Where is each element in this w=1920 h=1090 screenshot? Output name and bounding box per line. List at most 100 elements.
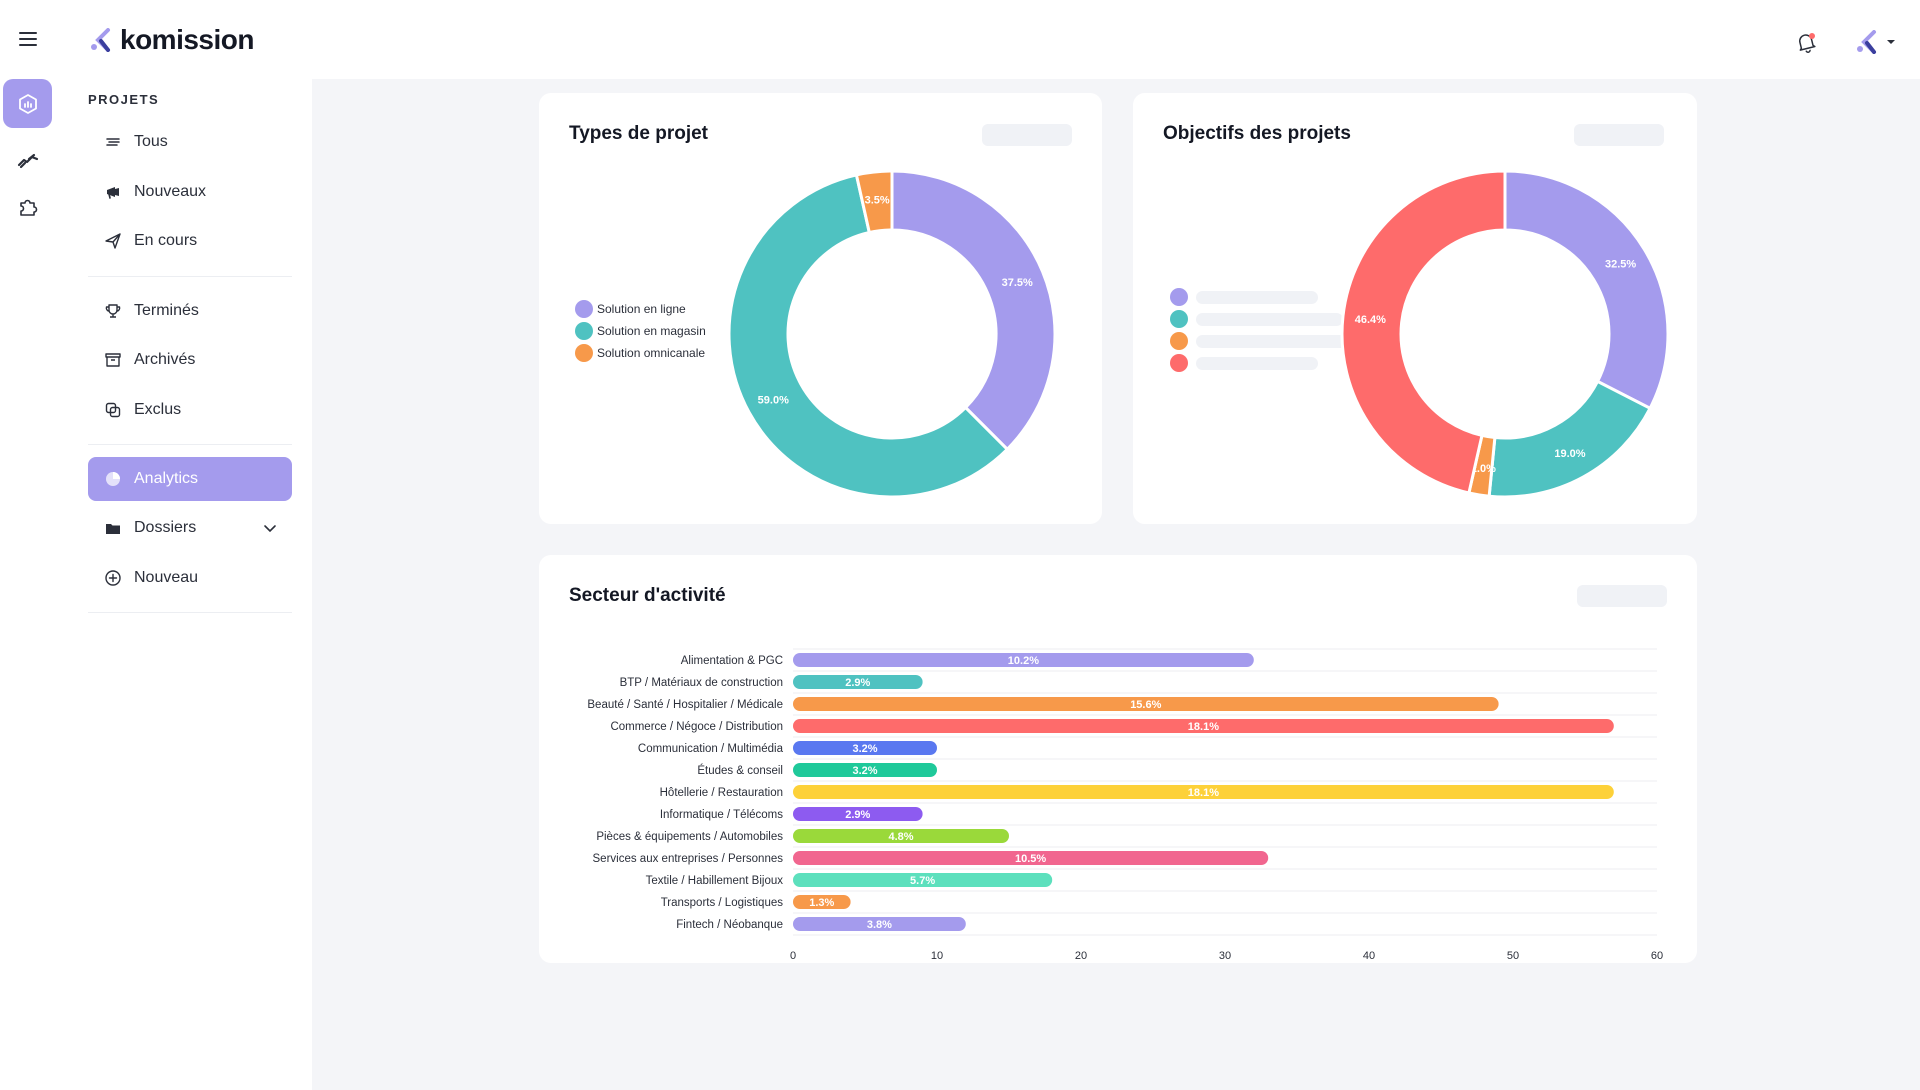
x-tick-label: 10	[931, 950, 943, 962]
legend-item[interactable]	[1170, 288, 1318, 306]
sidebar-item-tous[interactable]: Tous	[88, 120, 292, 164]
category-label: Commerce / Négoce / Distribution	[610, 721, 783, 733]
donut-slice[interactable]	[1487, 379, 1653, 499]
bar[interactable]	[793, 873, 1053, 887]
category-label: Beauté / Santé / Hospitalier / Médicale	[587, 699, 783, 711]
category-label: Études & conseil	[697, 764, 783, 777]
period-filter-button[interactable]	[1574, 124, 1664, 146]
sidebar-item-nouveaux[interactable]: Nouveaux	[88, 170, 292, 214]
handshake-icon	[17, 153, 38, 168]
sidebar-item-label: Exclus	[134, 401, 182, 418]
sidebar-divider	[88, 444, 292, 445]
sidebar-item-dossiers[interactable]: Dossiers	[88, 506, 292, 550]
sidebar-section-title: PROJETS	[88, 92, 160, 107]
bar[interactable]	[793, 653, 1254, 667]
card-types-projet: Types de projet Solution en ligne Soluti…	[539, 93, 1102, 524]
category-label: Pièces & équipements / Automobiles	[596, 831, 783, 843]
bar-value-label: 1.3%	[809, 897, 834, 909]
legend-item[interactable]: Solution en magasin	[575, 322, 706, 340]
legend-item[interactable]	[1170, 310, 1343, 328]
bar[interactable]	[793, 851, 1269, 865]
category-label: Fintech / Néobanque	[676, 919, 783, 931]
avatar-logo-icon	[1857, 30, 1876, 54]
bar-value-label: 3.2%	[852, 743, 877, 755]
legend-item[interactable]: Solution en ligne	[575, 300, 686, 318]
category-label: Textile / Habillement Bijoux	[646, 875, 784, 887]
plus-circle-icon	[105, 570, 121, 586]
card-objectifs-projets: Objectifs des projets 32.5% 19.0% 2.0% 46.4…	[1133, 93, 1697, 524]
bar[interactable]	[793, 917, 966, 931]
user-menu[interactable]	[1856, 30, 1900, 54]
bar-value-label: 3.2%	[852, 765, 877, 777]
legend-item[interactable]: Solution omnicanale	[575, 344, 705, 362]
types-donut-chart: 37.5% 59.0% 3.5%	[727, 169, 1057, 499]
legend-swatch	[575, 344, 593, 362]
sidebar-divider	[88, 612, 292, 613]
slice-label: 19.0%	[1554, 448, 1585, 460]
legend-swatch	[575, 322, 593, 340]
bar[interactable]	[793, 895, 851, 909]
pie-chart-icon	[106, 472, 120, 486]
legend-label: Solution en ligne	[597, 302, 686, 316]
rail-projects-button[interactable]	[3, 79, 52, 128]
period-filter-button[interactable]	[1577, 585, 1667, 607]
x-tick-label: 40	[1363, 950, 1375, 962]
bar[interactable]	[793, 785, 1614, 799]
bar[interactable]	[793, 697, 1499, 711]
x-tick-label: 30	[1219, 950, 1231, 962]
sidebar-item-label: En cours	[134, 232, 198, 249]
caret-down-icon	[1887, 40, 1895, 44]
legend-label	[1196, 312, 1343, 326]
bar[interactable]	[793, 719, 1614, 733]
legend-item[interactable]	[1170, 332, 1353, 350]
category-label: Services aux entreprises / Personnes	[593, 853, 784, 865]
category-label: Communication / Multimédia	[638, 743, 784, 755]
bar-value-label: 5.7%	[910, 875, 935, 887]
list-icon	[106, 138, 120, 146]
send-icon	[105, 233, 121, 249]
objectifs-donut-chart: 32.5% 19.0% 2.0% 46.4%	[1340, 169, 1670, 499]
notification-bell-icon[interactable]	[1794, 30, 1818, 54]
legend-item[interactable]	[1170, 354, 1318, 372]
bar[interactable]	[793, 763, 937, 777]
legend-label: Solution omnicanale	[597, 346, 706, 360]
card-title: Types de projet	[569, 123, 709, 144]
bar-value-label: 10.5%	[1015, 853, 1046, 865]
period-filter-button[interactable]	[982, 124, 1072, 146]
bar[interactable]	[793, 829, 1009, 843]
trophy-icon	[105, 304, 121, 318]
donut-slice[interactable]	[1340, 169, 1507, 495]
sidebar: PROJETS Tous Nouveaux En cours Terminés …	[68, 79, 312, 1090]
legend-label	[1196, 334, 1353, 348]
donut-slice[interactable]	[727, 173, 1010, 499]
rail-integrations-button[interactable]	[3, 182, 52, 231]
donut-slice[interactable]	[890, 169, 1057, 452]
sidebar-item-nouveau[interactable]: Nouveau	[88, 556, 292, 600]
menu-icon[interactable]	[16, 28, 40, 50]
app-logo[interactable]: komission	[90, 24, 254, 56]
category-label: Alimentation & PGC	[681, 655, 783, 667]
sidebar-item-archives[interactable]: Archivés	[88, 338, 292, 382]
slice-label: 3.5%	[865, 194, 890, 206]
bar[interactable]	[793, 807, 923, 821]
x-tick-label: 0	[790, 950, 796, 962]
slice-label: 32.5%	[1605, 258, 1636, 270]
donut-slice[interactable]	[1503, 169, 1670, 411]
sidebar-item-termines[interactable]: Terminés	[88, 289, 292, 333]
bar[interactable]	[793, 741, 937, 755]
sidebar-item-exclus[interactable]: Exclus	[88, 388, 292, 432]
sidebar-item-analytics[interactable]: Analytics	[88, 457, 292, 501]
donut-slice[interactable]	[854, 169, 894, 235]
slice-label: 37.5%	[1002, 277, 1033, 289]
category-label: Informatique / Télécoms	[660, 809, 783, 821]
sidebar-item-en-cours[interactable]: En cours	[88, 219, 292, 263]
x-tick-label: 50	[1507, 950, 1519, 962]
bar[interactable]	[793, 675, 923, 689]
slice-label: 2.0%	[1471, 463, 1496, 475]
rail-handshake-button[interactable]	[3, 136, 52, 185]
legend-label	[1196, 356, 1318, 370]
chevron-down-icon[interactable]	[262, 520, 278, 536]
sidebar-item-label: Tous	[134, 133, 168, 150]
legend-swatch	[1170, 310, 1188, 328]
legend-swatch	[1170, 288, 1188, 306]
